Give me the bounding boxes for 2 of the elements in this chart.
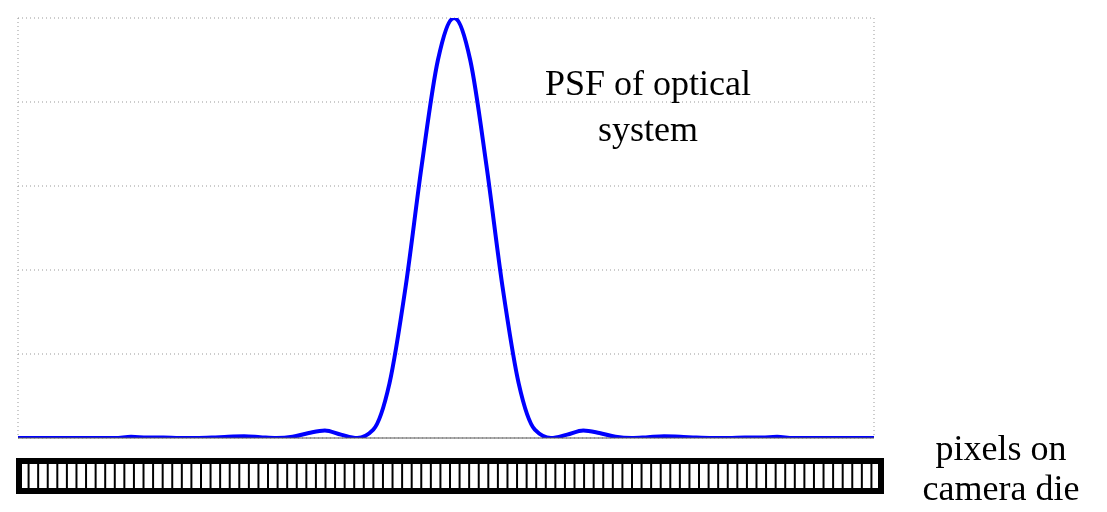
- annotation: PSF of optical system: [544, 62, 752, 151]
- text: pixels on camera die: [921, 428, 1081, 508]
